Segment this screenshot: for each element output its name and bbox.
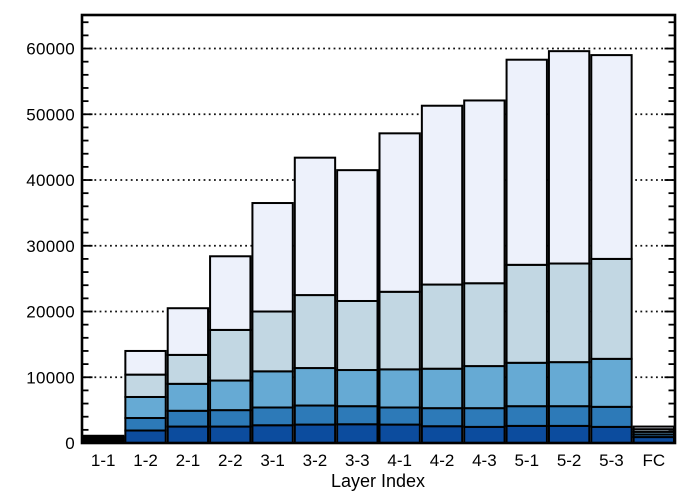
- x-tick-label-5-1: 5-1: [514, 451, 539, 470]
- bar-1-2-seg-4: [124, 373, 167, 398]
- y-tick-label-60000: 60000: [26, 40, 75, 59]
- y-tick-label-0: 0: [65, 434, 75, 453]
- bar-3-3-seg-4: [336, 299, 379, 372]
- bar-5-3-seg-5: [590, 54, 633, 260]
- x-tick-label-1-2: 1-2: [133, 451, 158, 470]
- bar-1-2-seg-2: [124, 417, 167, 432]
- bar-4-2-seg-4: [420, 283, 464, 370]
- bar-2-2-seg-4: [209, 328, 252, 382]
- bar-4-1-seg-1: [378, 423, 421, 445]
- bar-5-3-seg-1: [590, 425, 633, 445]
- x-tick-label-1-1: 1-1: [91, 451, 116, 470]
- bar-3-2-seg-2: [293, 404, 337, 426]
- bar-3-2-seg-3: [293, 367, 337, 407]
- x-tick-label-4-3: 4-3: [472, 451, 497, 470]
- bar-3-1-seg-5: [251, 202, 294, 313]
- bar-5-2-seg-2: [547, 405, 591, 427]
- bar-2-1-seg-1: [166, 425, 210, 445]
- bar-3-2-seg-1: [293, 423, 337, 445]
- bar-FC-seg-5: [632, 425, 676, 431]
- y-tick-label-50000: 50000: [26, 105, 75, 124]
- x-tick-label-FC: FC: [642, 451, 665, 470]
- bar-3-1-seg-1: [251, 424, 294, 444]
- bar-1-2-seg-1: [124, 429, 167, 445]
- y-tick-label-40000: 40000: [26, 171, 75, 190]
- bar-5-1-seg-5: [505, 58, 548, 266]
- bar-5-1-seg-2: [505, 405, 548, 427]
- bar-1-2-seg-3: [124, 395, 167, 420]
- x-tick-label-4-2: 4-2: [430, 451, 455, 470]
- bar-3-1-seg-2: [251, 406, 294, 427]
- bar-5-2-seg-1: [547, 424, 591, 445]
- bar-4-3-seg-3: [463, 365, 506, 410]
- bar-5-2-seg-4: [547, 262, 591, 364]
- bar-4-2-seg-5: [420, 104, 464, 286]
- bar-3-2-seg-4: [293, 294, 337, 370]
- bar-3-2-seg-5: [293, 156, 337, 297]
- bar-4-3-seg-4: [463, 282, 506, 368]
- bar-3-3-seg-5: [336, 169, 379, 302]
- bar-3-3-seg-3: [336, 369, 379, 408]
- bar-4-2-seg-2: [420, 407, 464, 428]
- y-tick-label-20000: 20000: [26, 303, 75, 322]
- bar-5-3-seg-4: [590, 257, 633, 360]
- bar-3-1-seg-3: [251, 370, 294, 409]
- bar-4-1-seg-5: [378, 132, 421, 293]
- x-tick-label-3-1: 3-1: [260, 451, 285, 470]
- bar-2-2-seg-3: [209, 379, 252, 412]
- bar-5-2-seg-5: [547, 50, 591, 265]
- x-tick-label-2-2: 2-2: [218, 451, 243, 470]
- bar-5-3-seg-3: [590, 357, 633, 408]
- bar-2-2-seg-2: [209, 409, 252, 428]
- bar-1-1-seg-5: [82, 434, 125, 439]
- bar-2-2-seg-5: [209, 255, 252, 331]
- plot-area: 1-1 1-2 2-1 2-2 3-1 3-2 3-3 4-1 4-2 4-3 5-1 5-2 5-3 F…: [26, 13, 677, 470]
- y-tick-label-30000: 30000: [26, 237, 75, 256]
- bar-2-2-seg-1: [209, 425, 252, 445]
- x-axis-title: Layer Index: [331, 471, 425, 491]
- bar-2-1-seg-5: [166, 307, 210, 356]
- bar-4-3-seg-1: [463, 425, 506, 445]
- bar-4-1-seg-4: [378, 290, 421, 371]
- bar-2-1-seg-3: [166, 382, 210, 412]
- y-tick-label-10000: 10000: [26, 368, 75, 387]
- bar-4-3-seg-5: [463, 99, 506, 285]
- x-tick-label-3-2: 3-2: [303, 451, 328, 470]
- bar-5-3-seg-2: [590, 405, 633, 428]
- bar-2-1-seg-4: [166, 353, 210, 385]
- bar-2-1-seg-2: [166, 409, 210, 428]
- bar-3-3-seg-1: [336, 423, 379, 444]
- bar-5-1-seg-4: [505, 263, 548, 364]
- x-tick-label-3-3: 3-3: [345, 451, 370, 470]
- bar-4-2-seg-1: [420, 425, 464, 444]
- x-tick-label-5-3: 5-3: [599, 451, 624, 470]
- bar-3-3-seg-2: [336, 405, 379, 426]
- x-tick-label-5-2: 5-2: [557, 451, 582, 470]
- bar-3-1-seg-4: [251, 310, 294, 373]
- bar-5-1-seg-1: [505, 424, 548, 445]
- bar-5-1-seg-3: [505, 361, 548, 408]
- bar-4-1-seg-3: [378, 368, 421, 409]
- plot-frame: [80, 13, 677, 445]
- bar-4-1-seg-2: [378, 406, 421, 426]
- bar-1-2-seg-5: [124, 349, 167, 376]
- bar-4-3-seg-2: [463, 407, 506, 428]
- bar-4-2-seg-3: [420, 367, 464, 410]
- bar-5-2-seg-3: [547, 361, 591, 408]
- x-tick-label-2-1: 2-1: [176, 451, 201, 470]
- x-tick-label-4-1: 4-1: [387, 451, 412, 470]
